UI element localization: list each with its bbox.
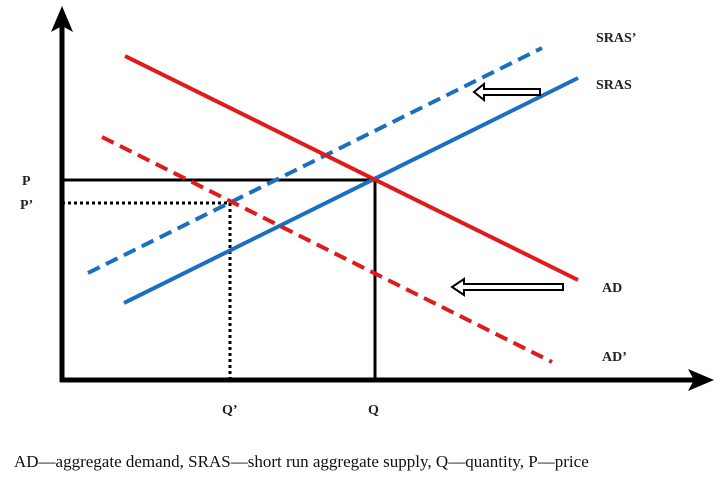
quantity-label-q: Q <box>368 403 379 418</box>
price-label-p: P <box>22 174 31 189</box>
ad-prime-curve <box>101 135 553 364</box>
ad-label: AD <box>602 281 622 296</box>
y-axis-arrow-icon <box>51 6 73 32</box>
ad-prime-label: AD’ <box>602 350 627 365</box>
caption: AD—aggregate demand, SRAS—short run aggr… <box>14 452 589 471</box>
sras-prime-curve <box>87 46 543 275</box>
sras-label: SRAS <box>596 78 632 93</box>
x-axis-arrow-icon <box>688 369 714 391</box>
quantity-label-q-prime: Q’ <box>222 403 238 418</box>
demand-shift-arrow-icon <box>450 277 564 297</box>
sras-curve <box>123 76 579 305</box>
supply-shift-arrow-icon <box>472 81 541 103</box>
sras-prime-label: SRAS’ <box>596 31 636 46</box>
price-label-p-prime: P’ <box>20 198 33 213</box>
ad-curve <box>124 54 579 282</box>
